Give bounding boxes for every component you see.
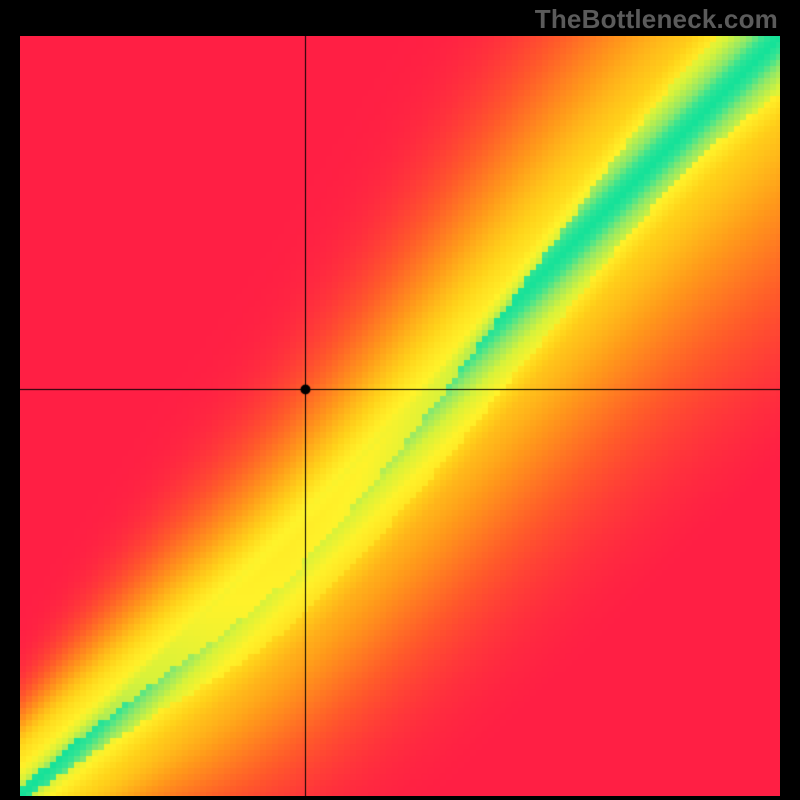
bottleneck-heatmap xyxy=(20,36,780,796)
chart-frame: TheBottleneck.com xyxy=(0,0,800,800)
watermark-text: TheBottleneck.com xyxy=(535,4,778,35)
